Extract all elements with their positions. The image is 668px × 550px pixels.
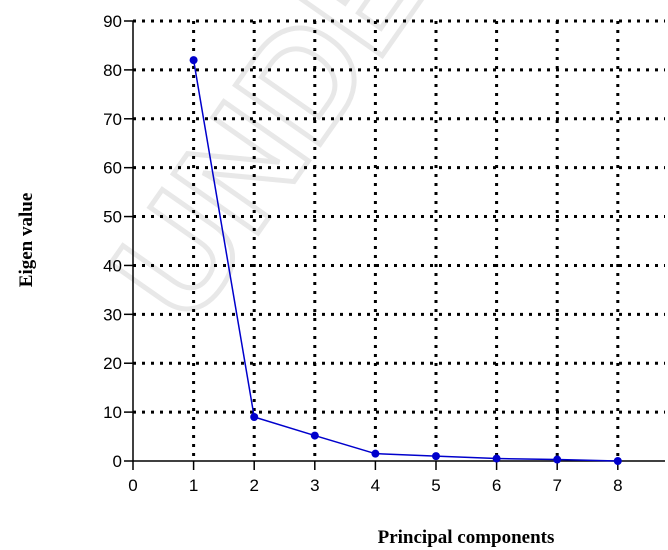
y-tick-label-50: 50	[103, 208, 122, 227]
x-tick-label-3: 3	[310, 476, 319, 495]
grid	[133, 19, 665, 461]
watermark-text: UNDER	[79, 0, 523, 348]
data-series	[189, 56, 622, 465]
x-tick-label-8: 8	[613, 476, 622, 495]
y-tick-labels: 0 10 20 30 40 50 60 70 80 90	[103, 12, 122, 471]
watermark: UNDER	[76, 0, 525, 351]
data-point-4	[371, 449, 380, 458]
y-tick-label-30: 30	[103, 305, 122, 324]
data-point-6	[492, 454, 501, 463]
x-tick-label-6: 6	[492, 476, 501, 495]
data-point-2	[250, 413, 259, 421]
x-tick-label-0: 0	[128, 476, 137, 495]
x-tick-labels: 0 1 2 3 4 5 6 7 8	[128, 476, 622, 495]
y-tick-label-10: 10	[103, 403, 122, 422]
axes	[124, 20, 665, 470]
x-tick-label-4: 4	[371, 476, 380, 495]
data-point-8	[613, 457, 622, 465]
y-tick-label-70: 70	[103, 110, 122, 129]
y-tick-label-60: 60	[103, 159, 122, 178]
x-tick-label-7: 7	[552, 476, 561, 495]
y-tick-label-0: 0	[113, 452, 122, 471]
x-tick-label-1: 1	[189, 476, 198, 495]
y-tick-label-20: 20	[103, 354, 122, 373]
data-point-5	[432, 452, 440, 461]
y-tick-label-80: 80	[103, 61, 122, 80]
y-tick-label-40: 40	[103, 256, 122, 275]
x-tick-label-2: 2	[249, 476, 258, 495]
y-axis-title: Eigen value	[16, 193, 37, 287]
series-line-0	[192, 59, 618, 462]
data-point-3	[310, 431, 319, 440]
data-point-1	[189, 56, 198, 65]
x-axis-title: Principal components	[378, 527, 555, 548]
data-point-7	[553, 455, 562, 464]
x-tick-label-5: 5	[431, 476, 440, 495]
y-tick-label-90: 90	[103, 12, 122, 31]
